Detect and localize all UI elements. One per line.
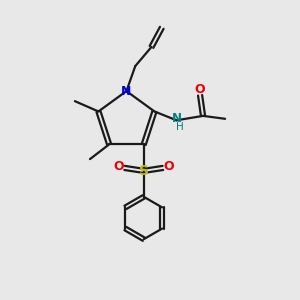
Text: O: O [195,83,206,97]
Text: N: N [172,112,182,125]
Text: N: N [121,85,132,98]
Text: O: O [113,160,124,173]
Text: O: O [164,160,174,173]
Text: S: S [139,164,149,178]
Text: H: H [176,122,184,132]
